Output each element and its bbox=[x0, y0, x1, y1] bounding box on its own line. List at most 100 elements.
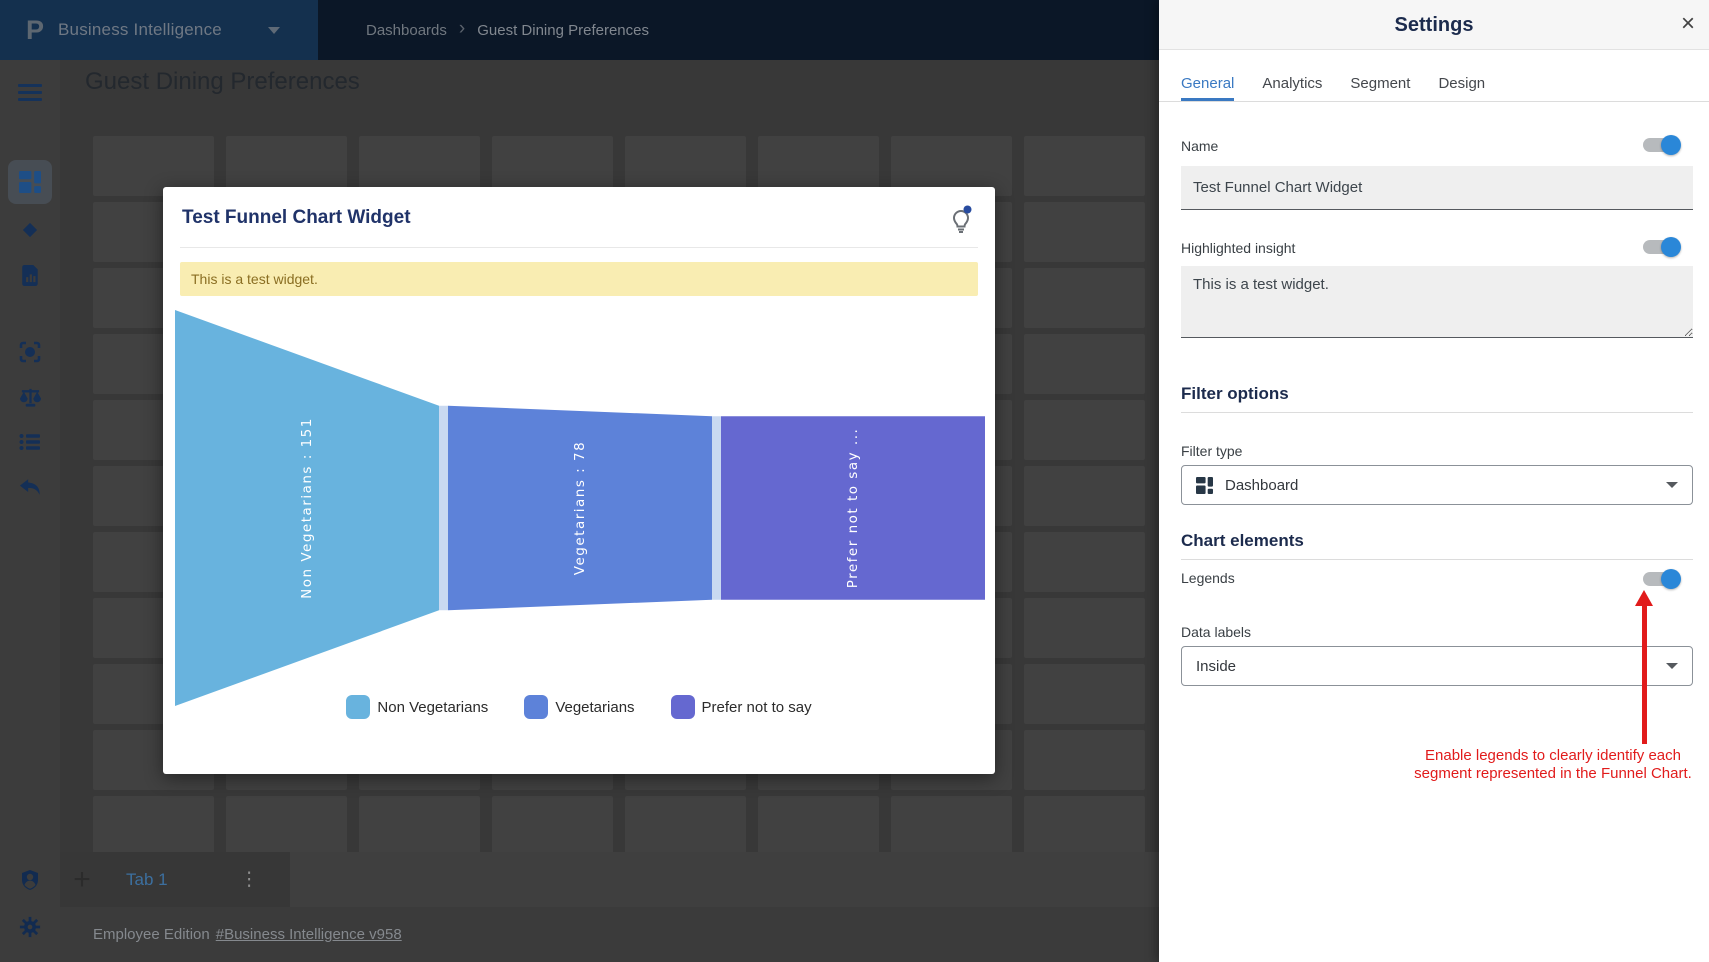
settings-gear-button[interactable] bbox=[8, 905, 52, 949]
brand-logo-section[interactable]: P Business Intelligence bbox=[0, 0, 318, 60]
insight-toggle-knob bbox=[1661, 237, 1681, 257]
filter-type-value: Dashboard bbox=[1225, 476, 1299, 494]
tab-segment[interactable]: Segment bbox=[1350, 75, 1411, 92]
breadcrumb-dashboards[interactable]: Dashboards bbox=[366, 21, 447, 39]
placeholder-tile bbox=[1024, 334, 1145, 394]
placeholder-tile bbox=[1024, 730, 1145, 790]
placeholder-tile bbox=[1024, 466, 1145, 526]
name-input[interactable] bbox=[1181, 166, 1693, 210]
settings-tab-strip: General Analytics Segment Design bbox=[1159, 75, 1709, 102]
add-tab-button[interactable]: + bbox=[73, 862, 91, 896]
placeholder-tile bbox=[758, 136, 879, 196]
annotation-arrow-shaft bbox=[1641, 604, 1647, 744]
edition-label: Employee Edition bbox=[93, 926, 210, 943]
chart-elements-heading: Chart elements bbox=[1181, 531, 1304, 550]
filter-type-dropdown[interactable]: Dashboard bbox=[1181, 465, 1693, 505]
legend-item-non-vegetarians[interactable]: Non Vegetarians bbox=[346, 695, 488, 719]
status-bar: Employee Edition #Business Intelligence … bbox=[60, 907, 1159, 962]
funnel-segment-vegetarians[interactable] bbox=[448, 405, 712, 611]
funnel-segment-prefer-not-to-say[interactable] bbox=[721, 416, 985, 600]
legend-label: Prefer not to say bbox=[701, 698, 812, 716]
legend-item-vegetarians[interactable]: Vegetarians bbox=[524, 695, 635, 719]
diamond-icon bbox=[22, 222, 38, 238]
legend-item-prefer-not-to-say[interactable]: Prefer not to say bbox=[670, 695, 812, 719]
sidebar-item-dashboards[interactable] bbox=[8, 160, 52, 204]
funnel-segment-non-vegetarians[interactable] bbox=[175, 310, 439, 706]
sidebar-item-present[interactable] bbox=[8, 330, 52, 374]
tab-general[interactable]: General bbox=[1181, 75, 1235, 101]
sidebar-item-back[interactable] bbox=[8, 465, 52, 509]
gear-icon bbox=[19, 916, 41, 938]
chevron-down-icon bbox=[1666, 663, 1678, 669]
placeholder-tile bbox=[359, 136, 480, 196]
placeholder-tile bbox=[492, 796, 613, 852]
placeholder-tile bbox=[1024, 532, 1145, 592]
tab-menu-dots-icon[interactable]: ⋮ bbox=[239, 869, 259, 890]
funnel-data-label: Vegetarians : 78 bbox=[572, 441, 588, 575]
name-toggle[interactable] bbox=[1643, 135, 1681, 155]
list-icon bbox=[19, 434, 40, 450]
placeholder-tile bbox=[1024, 796, 1145, 852]
placeholder-tile bbox=[758, 796, 879, 852]
name-toggle-knob bbox=[1661, 135, 1681, 155]
breadcrumb: Dashboards › Guest Dining Preferences bbox=[318, 0, 1159, 60]
data-labels-dropdown[interactable]: Inside bbox=[1181, 646, 1693, 686]
legend-swatch bbox=[670, 695, 695, 719]
placeholder-tile bbox=[625, 136, 746, 196]
legends-label: Legends bbox=[1181, 570, 1235, 586]
highlighted-insight-textarea[interactable]: This is a test widget. bbox=[1181, 266, 1693, 338]
user-icon bbox=[22, 870, 38, 890]
sidebar-item-governance[interactable] bbox=[8, 375, 52, 419]
sidebar-item-reports[interactable] bbox=[8, 253, 52, 297]
user-profile-button[interactable] bbox=[8, 858, 52, 902]
funnel-data-label: Non Vegetarians : 151 bbox=[299, 417, 315, 599]
highlighted-insight-toggle[interactable] bbox=[1643, 237, 1681, 257]
legends-toggle-knob bbox=[1661, 569, 1681, 589]
card-divider bbox=[180, 247, 978, 248]
dashboard-grid-icon bbox=[19, 171, 41, 193]
close-icon[interactable]: × bbox=[1680, 10, 1695, 37]
filter-options-divider bbox=[1181, 412, 1693, 413]
chevron-down-icon bbox=[1666, 482, 1678, 488]
placeholder-tile bbox=[1024, 202, 1145, 262]
sidebar-item-discover[interactable] bbox=[8, 208, 52, 252]
funnel-gap bbox=[712, 416, 721, 600]
annotation-text: Enable legends to clearly identify each … bbox=[1414, 747, 1692, 782]
report-file-icon bbox=[21, 264, 38, 286]
tab-1[interactable]: Tab 1 bbox=[126, 869, 168, 889]
settings-header: Settings × bbox=[1159, 0, 1709, 50]
insight-bulb-icon[interactable] bbox=[949, 205, 973, 233]
placeholder-tile bbox=[93, 796, 214, 852]
placeholder-tile bbox=[1024, 400, 1145, 460]
sidebar bbox=[0, 60, 60, 962]
tab-analytics[interactable]: Analytics bbox=[1262, 75, 1323, 92]
brand-dropdown-caret-icon[interactable] bbox=[268, 26, 280, 34]
top-bar: P Business Intelligence Dashboards › Gue… bbox=[0, 0, 1159, 60]
legends-toggle[interactable] bbox=[1643, 569, 1681, 589]
placeholder-tile bbox=[492, 136, 613, 196]
funnel-gap bbox=[439, 405, 448, 611]
menu-hamburger-icon[interactable] bbox=[18, 80, 42, 105]
placeholder-tile bbox=[93, 136, 214, 196]
version-link[interactable]: #Business Intelligence v958 bbox=[215, 926, 402, 943]
chart-legend[interactable]: Non Vegetarians Vegetarians Prefer not to … bbox=[163, 695, 995, 719]
filter-options-heading: Filter options bbox=[1181, 384, 1289, 403]
placeholder-tile bbox=[1024, 136, 1145, 196]
tab-design[interactable]: Design bbox=[1438, 75, 1486, 92]
filter-type-label: Filter type bbox=[1181, 443, 1243, 459]
legend-swatch bbox=[524, 695, 549, 719]
placeholder-tile bbox=[1024, 268, 1145, 328]
chart-elements-divider bbox=[1181, 559, 1693, 560]
placeholder-tile bbox=[891, 136, 1012, 196]
sidebar-item-lists[interactable] bbox=[8, 420, 52, 464]
breadcrumb-current: Guest Dining Preferences bbox=[477, 21, 649, 39]
widget-title: Test Funnel Chart Widget bbox=[182, 207, 411, 228]
frame-focus-icon bbox=[19, 341, 41, 363]
placeholder-tile bbox=[226, 136, 347, 196]
settings-title: Settings bbox=[1394, 14, 1474, 36]
placeholder-tile bbox=[226, 796, 347, 852]
funnel-widget-card: Test Funnel Chart Widget This is a test … bbox=[163, 187, 995, 774]
breadcrumb-chevron-icon: › bbox=[458, 18, 466, 39]
scales-icon bbox=[19, 388, 41, 407]
funnel-chart[interactable]: Non Vegetarians : 151 Vegetarians : 78 Pre… bbox=[175, 310, 985, 706]
